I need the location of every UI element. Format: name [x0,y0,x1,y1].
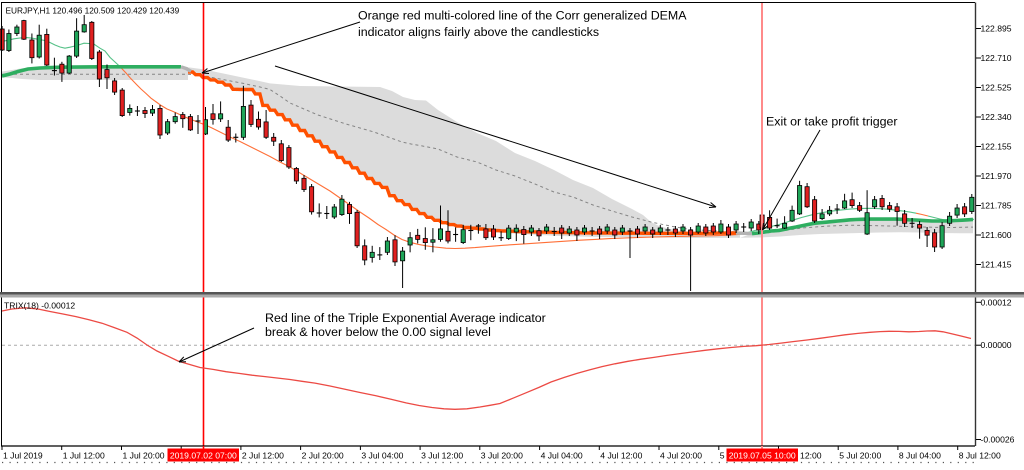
svg-text:Exit or take profit trigger: Exit or take profit trigger [766,115,898,129]
svg-text:0.00012: 0.00012 [981,297,1012,307]
svg-text:122.710: 122.710 [981,53,1012,63]
svg-text:1 Jul 12:00: 1 Jul 12:00 [63,451,105,461]
svg-text:break & hover below the 0.00 s: break & hover below the 0.00 signal leve… [265,325,491,339]
svg-text:EURJPY,H1 120.496 120.509 120: EURJPY,H1 120.496 120.509 120.429 120.43… [6,6,180,16]
svg-text:3 Jul 04:00: 3 Jul 04:00 [361,451,403,461]
svg-text:122.895: 122.895 [981,24,1012,34]
svg-text:Orange red multi-colored line: Orange red multi-colored line of the Cor… [358,9,687,23]
svg-text:3 Jul 20:00: 3 Jul 20:00 [481,451,523,461]
svg-text:Red line of the Triple Exponen: Red line of the Triple Exponential Avera… [265,311,546,325]
svg-text:2 Jul 12:00: 2 Jul 12:00 [242,451,284,461]
svg-text:5 Jul 20:00: 5 Jul 20:00 [839,451,881,461]
svg-text:4 Jul 20:00: 4 Jul 20:00 [660,451,702,461]
svg-text:122.155: 122.155 [981,142,1012,152]
svg-text:3 Jul 12:00: 3 Jul 12:00 [421,451,463,461]
svg-text:2 Jul 20:00: 2 Jul 20:00 [302,451,344,461]
svg-text:122.525: 122.525 [981,83,1012,93]
svg-text:4 Jul 12:00: 4 Jul 12:00 [600,451,642,461]
svg-text:121.415: 121.415 [981,260,1012,270]
svg-text:8 Jul 04:00: 8 Jul 04:00 [899,451,941,461]
svg-text:1 Jul 20:00: 1 Jul 20:00 [123,451,165,461]
svg-text:0.00000: 0.00000 [981,340,1012,350]
svg-text:4 Jul 04:00: 4 Jul 04:00 [541,451,583,461]
svg-text:indicator aligns fairly above: indicator aligns fairly above the candle… [358,25,599,39]
svg-text:8 Jul 12:00: 8 Jul 12:00 [959,451,1001,461]
svg-text:2019.07.02 07:00: 2019.07.02 07:00 [170,451,237,461]
svg-text:2019.07.05 10:00: 2019.07.05 10:00 [729,451,796,461]
svg-text:122.340: 122.340 [981,112,1012,122]
svg-text:121.970: 121.970 [981,171,1012,181]
svg-text:5 Jul 12:00: 5 Jul 12:00 [780,451,822,461]
svg-text:121.600: 121.600 [981,230,1012,240]
svg-text:1 Jul 2019: 1 Jul 2019 [3,451,43,461]
svg-text:TRIX(18) -0.00012: TRIX(18) -0.00012 [4,301,75,311]
svg-text:121.785: 121.785 [981,201,1012,211]
svg-text:-0.00026: -0.00026 [981,435,1015,445]
